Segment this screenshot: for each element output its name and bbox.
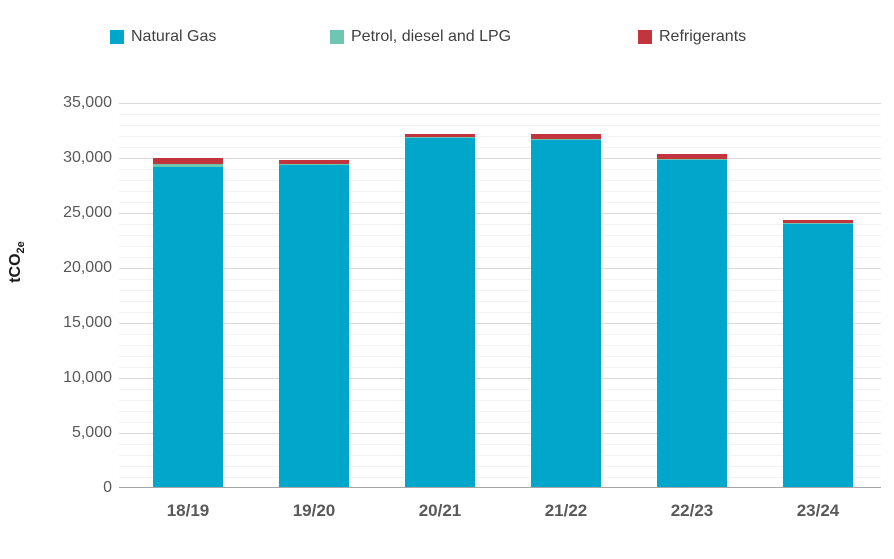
minor-gridline [119, 125, 881, 126]
bar-segment-petrol-diesel-and-lpg [657, 158, 727, 160]
bar-segment-natural-gas [279, 164, 349, 487]
minor-gridline [119, 389, 881, 390]
minor-gridline [119, 466, 881, 467]
minor-gridline [119, 334, 881, 335]
minor-gridline [119, 235, 881, 236]
major-gridline [119, 268, 881, 269]
y-tick-label: 20,000 [63, 259, 112, 276]
minor-gridline [119, 279, 881, 280]
bar-segment-petrol-diesel-and-lpg [153, 163, 223, 167]
stacked-bar-21-22 [531, 134, 601, 487]
stacked-bar-22-23 [657, 154, 727, 487]
minor-gridline [119, 246, 881, 247]
minor-gridline [119, 301, 881, 302]
major-gridline [119, 103, 881, 104]
minor-gridline [119, 169, 881, 170]
x-tick-label: 21/22 [544, 501, 588, 520]
stacked-bar-23-24 [783, 219, 853, 487]
bar-segment-petrol-diesel-and-lpg [531, 138, 601, 140]
natural-gas-swatch [110, 30, 124, 44]
petrol-diesel-lpg-swatch [330, 30, 344, 44]
bar-segment-natural-gas [405, 138, 475, 487]
minor-gridline [119, 202, 881, 203]
y-tick-label: 0 [103, 479, 112, 496]
minor-gridline [119, 411, 881, 412]
major-gridline [119, 213, 881, 214]
minor-gridline [119, 147, 881, 148]
minor-gridline [119, 136, 881, 137]
bar-segment-petrol-diesel-and-lpg [279, 163, 349, 165]
x-tick-label: 22/23 [670, 501, 714, 520]
bar-segment-refrigerants [531, 134, 601, 139]
legend-item-petrol-diesel-lpg: Petrol, diesel and LPG [330, 27, 511, 47]
minor-gridline [119, 367, 881, 368]
minor-gridline [119, 180, 881, 181]
bar-segment-natural-gas [783, 224, 853, 487]
x-tick-label: 20/21 [418, 501, 462, 520]
y-tick-label: 10,000 [63, 369, 112, 386]
plot-area [119, 103, 881, 488]
minor-gridline [119, 257, 881, 258]
x-tick-label: 18/19 [166, 501, 210, 520]
bar-segment-refrigerants [405, 133, 475, 138]
minor-gridline [119, 345, 881, 346]
bar-segment-refrigerants [153, 158, 223, 164]
legend-label-petrol-diesel-lpg: Petrol, diesel and LPG [351, 28, 512, 45]
bar-segment-refrigerants [783, 219, 853, 224]
refrigerants-swatch [638, 30, 652, 44]
major-gridline [119, 378, 881, 379]
stacked-bar-18-19 [153, 158, 223, 487]
y-axis-title-subscript: 2e [15, 241, 27, 254]
legend-item-refrigerants: Refrigerants [638, 27, 746, 47]
minor-gridline [119, 290, 881, 291]
legend-label-natural-gas: Natural Gas [131, 28, 217, 45]
stacked-bar-20-21 [405, 133, 475, 487]
bar-segment-natural-gas [531, 139, 601, 487]
minor-gridline [119, 356, 881, 357]
x-axis-line [119, 487, 881, 488]
legend-label-refrigerants: Refrigerants [659, 28, 747, 45]
minor-gridline [119, 444, 881, 445]
major-gridline [119, 433, 881, 434]
y-tick-label: 30,000 [63, 149, 112, 166]
x-tick-label: 23/24 [796, 501, 840, 520]
minor-gridline [119, 400, 881, 401]
bar-segment-natural-gas [153, 166, 223, 487]
minor-gridline [119, 455, 881, 456]
bar-segment-petrol-diesel-and-lpg [783, 223, 853, 225]
y-tick-label: 35,000 [63, 94, 112, 111]
y-tick-label: 5,000 [71, 424, 112, 441]
x-tick-label: 19/20 [292, 501, 336, 520]
minor-gridline [119, 114, 881, 115]
minor-gridline [119, 191, 881, 192]
bar-segment-natural-gas [657, 159, 727, 487]
y-tick-label: 25,000 [63, 204, 112, 221]
bar-segment-refrigerants [279, 160, 349, 164]
major-gridline [119, 323, 881, 324]
major-gridline [119, 158, 881, 159]
stacked-bar-19-20 [279, 160, 349, 487]
minor-gridline [119, 224, 881, 225]
minor-gridline [119, 422, 881, 423]
minor-gridline [119, 477, 881, 478]
bar-segment-petrol-diesel-and-lpg [405, 137, 475, 139]
bar-segment-refrigerants [657, 154, 727, 159]
minor-gridline [119, 312, 881, 313]
y-tick-label: 15,000 [63, 314, 112, 331]
legend-item-natural-gas: Natural Gas [110, 27, 216, 47]
